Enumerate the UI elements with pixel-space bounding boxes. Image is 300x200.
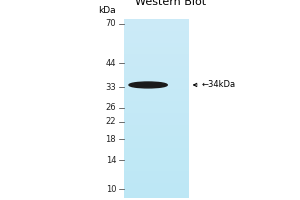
Text: 26: 26 — [106, 103, 116, 112]
Text: kDa: kDa — [99, 6, 116, 15]
Text: 44: 44 — [106, 59, 116, 68]
Text: 14: 14 — [106, 156, 116, 165]
Text: 22: 22 — [106, 117, 116, 126]
Text: 33: 33 — [105, 83, 116, 92]
Text: 18: 18 — [106, 135, 116, 144]
Text: 70: 70 — [106, 19, 116, 28]
Text: Western Blot: Western Blot — [135, 0, 206, 7]
Text: ←34kDa: ←34kDa — [202, 80, 236, 89]
Text: 10: 10 — [106, 185, 116, 194]
Ellipse shape — [129, 82, 167, 88]
